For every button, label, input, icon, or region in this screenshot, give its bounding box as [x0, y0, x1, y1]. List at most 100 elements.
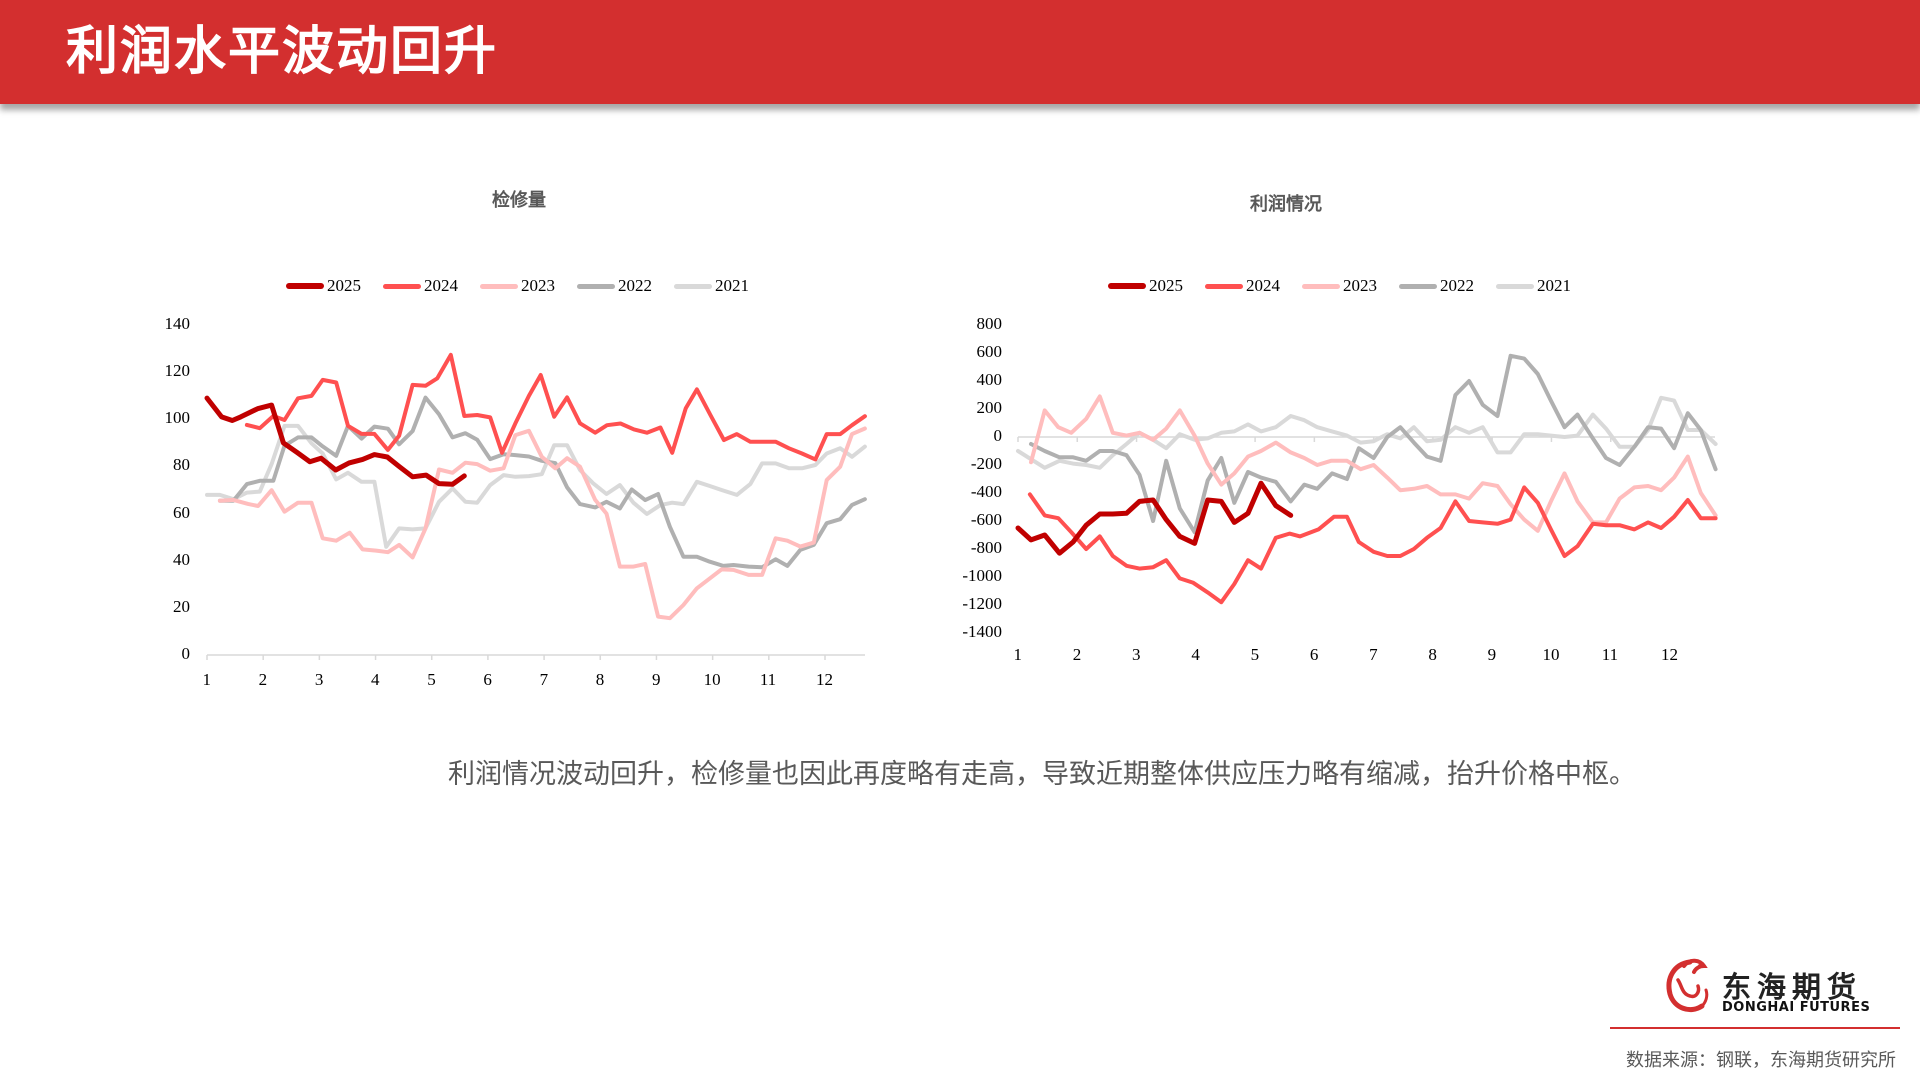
- x-tick-label: 11: [759, 670, 777, 689]
- legend-label: 2025: [327, 276, 361, 295]
- series-line-2022: [217, 395, 867, 570]
- series-line-2023: [217, 426, 867, 621]
- series-line-2024: [244, 352, 867, 462]
- legend-item-2023: 2023: [1302, 276, 1377, 296]
- y-tick-label: 20: [173, 596, 190, 616]
- y-tick-label: 400: [976, 370, 1003, 389]
- legend-label: 2021: [715, 276, 749, 295]
- logo-chinese-name: 东海期货: [1722, 970, 1863, 1004]
- y-tick-label: 100: [164, 408, 191, 428]
- title-bar: 利润水平波动回升: [0, 0, 1920, 104]
- legend-swatch: [286, 283, 324, 289]
- x-tick-label: 7: [1369, 645, 1378, 664]
- x-tick-label: 5: [427, 670, 436, 689]
- series-line-2023: [1029, 394, 1718, 533]
- profit-chart: 利润情况 2025 2024 2023 2022 2021 1 2 3 4 5 6 7 8 9 10 11 1…: [962, 194, 1718, 664]
- data-source: 数据来源：钢联，东海期货研究所: [1626, 1050, 1896, 1071]
- x-tick-label: 10: [1542, 645, 1560, 664]
- legend-swatch: [1496, 283, 1534, 289]
- y-tick-label: 80: [173, 455, 190, 475]
- x-tick-label: 9: [651, 670, 661, 689]
- legend-label: 2024: [1246, 276, 1280, 295]
- x-tick-label: 1: [202, 670, 212, 689]
- legend-label: 2022: [1440, 276, 1474, 295]
- series-line-2025: [204, 395, 467, 487]
- legend-swatch: [1302, 283, 1340, 289]
- legend-item-2024: 2024: [383, 276, 458, 296]
- legend-swatch: [480, 283, 518, 289]
- x-tick-label: 4: [371, 670, 380, 689]
- legend-item-2023: 2023: [480, 276, 555, 296]
- plot-area: [204, 352, 867, 660]
- x-tick-label: 7: [539, 670, 549, 689]
- x-tick-label: 12: [1661, 645, 1678, 664]
- x-tick-label: 11: [1601, 645, 1619, 664]
- legend-label: 2021: [1537, 276, 1571, 295]
- series-line-2024: [1027, 485, 1718, 605]
- chart-title: 利润情况: [1250, 194, 1322, 215]
- chart-legend: 2025 2024 2023 2022 2021: [286, 276, 771, 296]
- logo-english-name: DONGHAI FUTURES: [1722, 1000, 1871, 1015]
- series-line-2022: [1029, 353, 1718, 535]
- plot-area: [1015, 353, 1718, 605]
- x-tick-label: 5: [1250, 645, 1260, 664]
- legend-label: 2024: [424, 276, 458, 295]
- y-tick-label: -1200: [962, 594, 1002, 613]
- x-tick-label: 3: [314, 670, 324, 689]
- series-line-2025: [1015, 480, 1294, 556]
- legend-item-2021: 2021: [674, 276, 749, 296]
- x-tick-label: 6: [483, 670, 492, 689]
- y-tick-label: -200: [970, 454, 1002, 473]
- x-tick-label: 10: [703, 670, 721, 689]
- legend-item-2024: 2024: [1205, 276, 1280, 296]
- y-tick-label: 0: [181, 644, 191, 663]
- series-line-2021: [205, 423, 867, 549]
- y-tick-label: -600: [970, 510, 1002, 529]
- x-tick-label: 12: [816, 670, 833, 689]
- legend-item-2025: 2025: [1108, 276, 1183, 296]
- y-tick-label: 40: [173, 549, 190, 569]
- x-tick-label: 9: [1487, 645, 1497, 664]
- y-tick-label: 140: [164, 314, 191, 333]
- x-tick-label: 6: [1309, 645, 1319, 664]
- y-tick-label: 800: [976, 314, 1003, 333]
- legend-item-2025: 2025: [286, 276, 361, 296]
- x-tick-label: 2: [1072, 645, 1082, 664]
- legend-swatch: [577, 283, 615, 289]
- legend-label: 2023: [1343, 276, 1377, 295]
- x-tick-label: 2: [258, 670, 268, 689]
- y-tick-label: 200: [976, 398, 1003, 417]
- legend-label: 2023: [521, 276, 555, 295]
- y-tick-label: 0: [993, 426, 1003, 445]
- chart-legend: 2025 2024 2023 2022 2021: [1108, 276, 1593, 296]
- dragon-logo-icon: [1666, 958, 1709, 1012]
- y-tick-label: -800: [970, 538, 1002, 557]
- company-logo: 东海期货 DONGHAI FUTURES: [1660, 958, 1870, 1020]
- y-tick-label: -400: [970, 482, 1002, 501]
- legend-label: 2022: [618, 276, 652, 295]
- analysis-caption: 利润情况波动回升，检修量也因此再度略有走高，导致近期整体供应压力略有缩减，抬升价…: [448, 759, 1636, 790]
- x-tick-label: 1: [1013, 645, 1023, 664]
- legend-item-2022: 2022: [577, 276, 652, 296]
- legend-swatch: [383, 283, 421, 289]
- footer-divider: [1610, 1027, 1900, 1029]
- x-tick-label: 3: [1132, 645, 1141, 664]
- legend-label: 2025: [1149, 276, 1183, 295]
- x-tick-label: 8: [595, 670, 605, 689]
- y-tick-label: -1400: [962, 622, 1002, 641]
- y-tick-label: 600: [976, 342, 1003, 361]
- legend-swatch: [1399, 283, 1437, 289]
- y-tick-label: 120: [164, 361, 191, 381]
- legend-swatch: [1108, 283, 1146, 289]
- legend-item-2021: 2021: [1496, 276, 1571, 296]
- x-tick-label: 8: [1428, 645, 1437, 664]
- maintenance-volume-chart: 检修量 2025 2024 2023 2022 2021 1 2 3 4 5 6 7 8 9 10 11 12…: [0, 0, 960, 720]
- legend-item-2022: 2022: [1399, 276, 1474, 296]
- page-title: 利润水平波动回升: [66, 22, 499, 82]
- x-tick-label: 4: [1191, 645, 1200, 664]
- legend-swatch: [674, 283, 712, 289]
- y-tick-label: 60: [173, 502, 190, 522]
- y-tick-label: -1000: [962, 566, 1002, 585]
- legend-swatch: [1205, 283, 1243, 289]
- chart-title: 检修量: [492, 190, 546, 211]
